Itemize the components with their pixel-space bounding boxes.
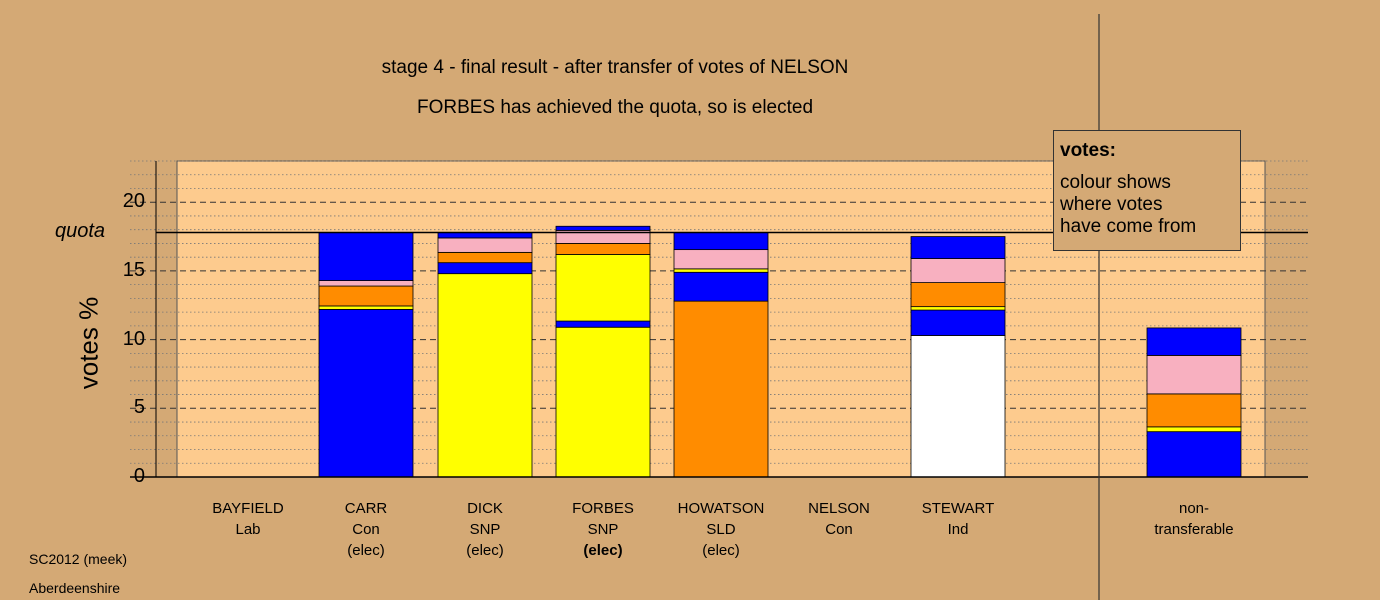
bar-segment <box>1146 355 1242 395</box>
candidate-status: (elec) <box>347 542 385 559</box>
candidate-name: HOWATSON <box>677 500 765 517</box>
bar-segment <box>318 305 414 310</box>
chart-subtitle: FORBES has achieved the quota, so is ele… <box>416 97 814 118</box>
candidate-party: Lab <box>235 521 261 538</box>
candidate-label: DICK SNP (elec) <box>425 498 545 561</box>
candidate-party: SNP <box>587 521 619 538</box>
candidate-name: non- <box>1178 500 1210 517</box>
footer-region: Aberdeenshire <box>29 580 121 596</box>
legend-line-3: have come from <box>1060 216 1197 237</box>
bar-segment <box>673 268 769 273</box>
candidate-party: SLD <box>706 521 736 538</box>
candidate-party: Con <box>825 521 853 538</box>
bar-segment <box>1146 393 1242 428</box>
candidate-label: STEWART Ind <box>898 498 1018 540</box>
y-axis-label: votes % <box>73 296 104 390</box>
footer-method: SC2012 (meek) <box>29 551 128 567</box>
bar-segment <box>673 300 769 478</box>
y-tick-label: 15 <box>122 258 145 281</box>
bar-segment <box>1146 426 1242 433</box>
candidate-name: BAYFIELD <box>212 500 284 517</box>
bars <box>318 225 1242 478</box>
bar-segment <box>555 225 651 231</box>
bar-segment <box>555 320 651 328</box>
candidate-party: SNP <box>469 521 501 538</box>
candidate-label: BAYFIELD Lab <box>188 498 308 540</box>
bar-segment <box>910 236 1006 259</box>
bar-segment <box>555 243 651 255</box>
bar-segment <box>318 285 414 307</box>
candidate-label: non-transferable <box>1134 498 1254 540</box>
candidate-party: transferable <box>1154 521 1234 538</box>
bar-segment <box>673 271 769 302</box>
candidate-label: CARR Con (elec) <box>306 498 426 561</box>
bar-segment <box>437 237 533 253</box>
candidate-label: NELSON Con <box>779 498 899 540</box>
candidate-label: HOWATSON SLD (elec) <box>661 498 781 561</box>
bar-segment <box>910 282 1006 308</box>
legend-line-1: colour shows <box>1060 172 1171 193</box>
bar-segment <box>910 335 1006 478</box>
candidate-party: Ind <box>947 521 969 538</box>
bar-segment <box>555 254 651 322</box>
bar-segment <box>673 232 769 251</box>
candidate-name: NELSON <box>808 500 870 517</box>
bar-segment <box>437 251 533 264</box>
bar-segment <box>437 273 533 478</box>
quota-label: quota <box>55 220 106 242</box>
candidate-status: (elec) <box>466 542 504 559</box>
bar-segment <box>318 308 414 478</box>
y-tick-label: 20 <box>122 190 145 213</box>
candidate-name: FORBES <box>572 500 634 517</box>
candidate-name: CARR <box>344 500 388 517</box>
legend-line-2: where votes <box>1060 194 1163 215</box>
candidate-name: DICK <box>467 500 503 517</box>
bar-segment <box>318 280 414 287</box>
bar-segment <box>910 258 1006 283</box>
candidate-party: Con <box>352 521 380 538</box>
candidate-name: STEWART <box>921 500 995 517</box>
y-tick-label: 5 <box>133 396 145 419</box>
bar-segment <box>318 232 414 281</box>
bar-segment <box>437 262 533 275</box>
bar-segment <box>910 306 1006 311</box>
y-tick-label: 10 <box>122 327 145 350</box>
bar-segment <box>1146 431 1242 478</box>
bar-segment <box>555 326 651 478</box>
legend: votes: colour shows where votes have com… <box>1053 130 1241 251</box>
bar-segment <box>437 232 533 239</box>
chart-title: stage 4 - final result - after transfer … <box>381 57 849 78</box>
candidate-status: (elec) <box>702 542 740 559</box>
bar-segment <box>673 249 769 270</box>
bar-segment <box>910 309 1006 336</box>
legend-title: votes: <box>1060 140 1116 161</box>
candidate-label: FORBES SNP (elec) <box>543 498 663 561</box>
bar-segment <box>1146 327 1242 356</box>
y-tick-label: 0 <box>133 465 145 487</box>
candidate-status: (elec) <box>583 542 623 559</box>
